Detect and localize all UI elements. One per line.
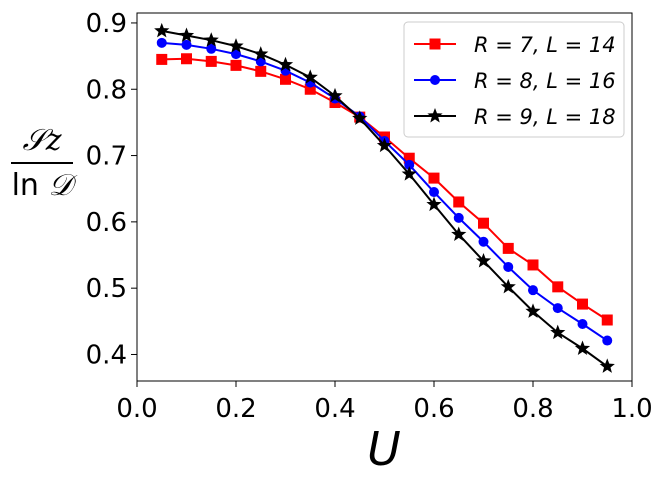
data-point (577, 318, 588, 329)
data-point (500, 278, 516, 294)
y-axis-label-ln: ln (12, 168, 39, 203)
data-point (255, 65, 267, 77)
data-point (304, 83, 316, 95)
legend-item: R = 8, L = 16 (414, 69, 616, 93)
data-point (401, 166, 417, 181)
data-point (327, 87, 343, 103)
legend-marker (429, 38, 441, 50)
legend-item: R = 7, L = 14 (414, 33, 616, 57)
legend-box (403, 21, 625, 138)
data-point (228, 38, 244, 53)
y-tick-label: 0.8 (86, 75, 127, 105)
data-point (253, 46, 269, 61)
x-tick-label: 0.0 (116, 394, 157, 424)
data-point (552, 303, 563, 314)
data-point (277, 56, 294, 72)
data-point (156, 37, 167, 48)
y-axis-label-denominator: ln 𝒟 (12, 168, 78, 203)
data-point (178, 27, 195, 43)
x-tick-label: 0.8 (512, 394, 553, 424)
data-point (451, 226, 467, 241)
x-tick-label: 0.6 (413, 394, 454, 424)
data-point (376, 137, 393, 153)
data-point (525, 303, 541, 318)
data-point (552, 281, 564, 293)
data-point (181, 53, 192, 65)
data-point (503, 261, 514, 272)
data-point (574, 340, 591, 355)
data-point (527, 259, 539, 271)
legend-label: R = 8, L = 16 (474, 69, 616, 93)
y-tick-label: 0.5 (86, 274, 127, 304)
data-point (453, 212, 464, 223)
x-tick-label: 1.0 (611, 394, 652, 424)
y-tick-label: 0.4 (86, 340, 127, 370)
data-point (429, 187, 439, 198)
data-point (550, 324, 566, 340)
data-point (453, 196, 465, 208)
data-point (181, 39, 192, 50)
data-point (154, 22, 170, 38)
data-point (203, 32, 219, 47)
y-axis-label-numerator: 𝒮z (22, 123, 61, 158)
data-point (280, 73, 291, 85)
data-point (206, 43, 217, 54)
y-tick-label: 0.6 (86, 208, 127, 238)
data-point (231, 49, 241, 60)
y-tick-label: 0.7 (86, 142, 127, 172)
legend-item: R = 9, L = 18 (414, 105, 616, 129)
series-3 (154, 22, 615, 373)
data-point (426, 196, 442, 212)
x-tick-label: 0.4 (314, 394, 355, 424)
data-point (478, 236, 489, 247)
data-point (502, 242, 514, 254)
data-point (599, 358, 615, 373)
data-point (156, 53, 168, 65)
data-point (205, 55, 217, 67)
x-axis-label: U (367, 422, 401, 476)
legend-label: R = 9, L = 18 (474, 105, 616, 129)
data-point (404, 159, 415, 170)
legend-marker (427, 108, 443, 123)
data-point (602, 335, 613, 346)
data-point (601, 314, 613, 326)
data-point (302, 69, 318, 84)
x-tick-label: 0.2 (215, 394, 256, 424)
x-axis-ticks: 0.0 0.2 0.4 0.6 0.8 1.0 (116, 381, 653, 424)
data-point (230, 59, 242, 71)
legend: R = 7, L = 14 R = 8, L = 16 R = 9, L = 18 (403, 21, 625, 138)
data-point (428, 172, 440, 184)
data-point (577, 298, 588, 310)
series-layer (154, 22, 615, 373)
data-point (352, 110, 368, 125)
y-tick-label: 0.9 (86, 9, 127, 39)
y-axis-ticks: 0.4 0.5 0.6 0.7 0.8 0.9 (86, 9, 137, 370)
data-point (403, 152, 415, 164)
data-point (528, 285, 538, 296)
data-point (475, 252, 492, 268)
data-point (478, 217, 489, 229)
axes-frame (136, 12, 633, 382)
legend-marker (430, 75, 440, 85)
legend-label: R = 7, L = 14 (474, 33, 616, 57)
